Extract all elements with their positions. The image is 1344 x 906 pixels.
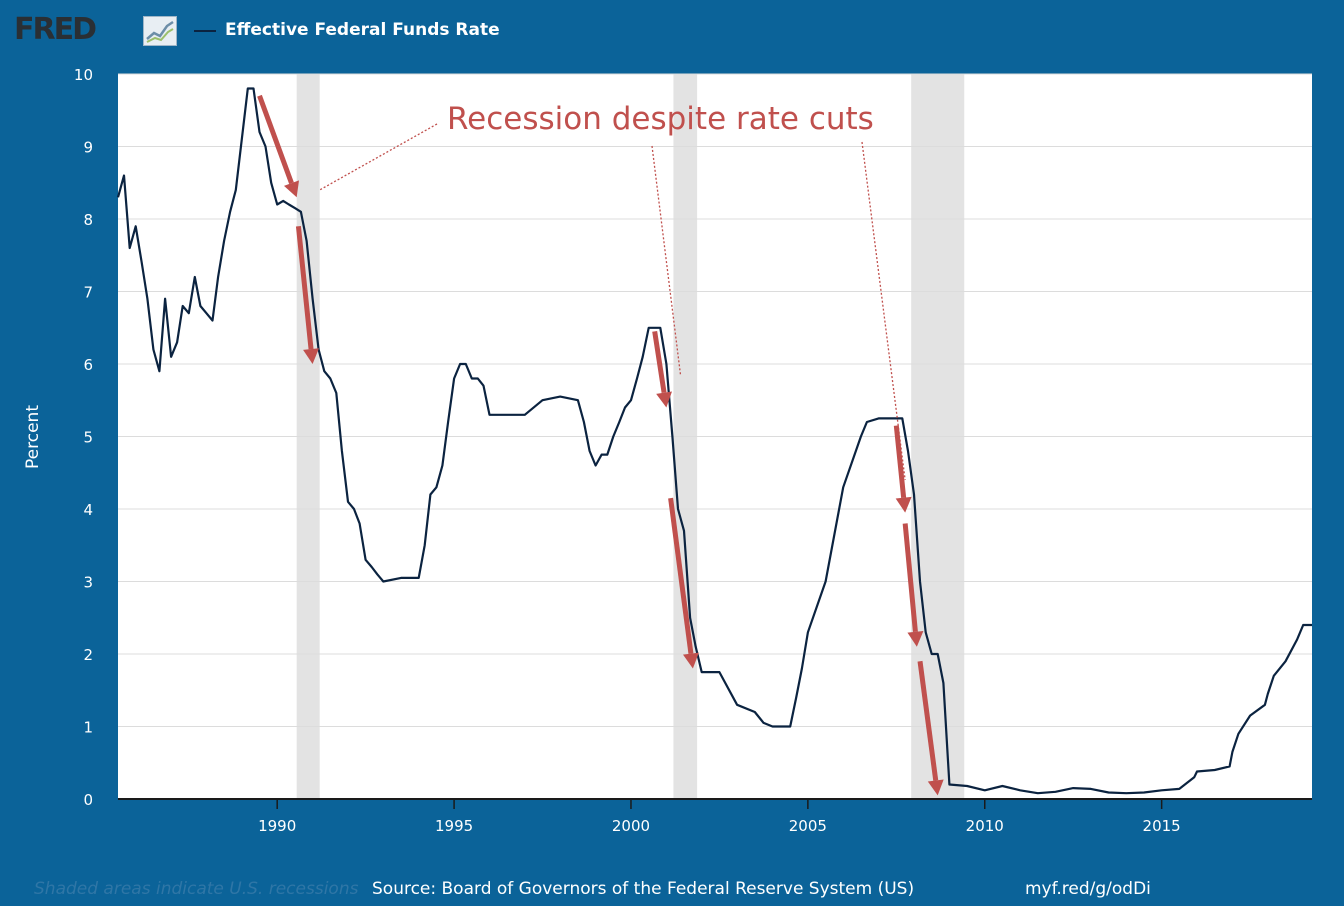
x-tick-label-2000: 2000 (612, 817, 650, 835)
legend-line-swatch (194, 30, 216, 32)
x-tick-label-1995: 1995 (435, 817, 473, 835)
annotation-arrow-0 (257, 94, 294, 185)
annotation-arrow-4 (893, 425, 907, 498)
annotation-arrowhead-6 (927, 779, 944, 796)
annotation-arrowhead-4 (895, 496, 912, 513)
annotations (257, 94, 944, 796)
y-tick-label-8: 8 (83, 211, 93, 229)
y-tick-label-2: 2 (83, 646, 93, 664)
annotation-arrow-1 (295, 225, 314, 350)
x-axis-ticks: 1990 1995 2000 2005 2010 2015 (258, 799, 1181, 835)
line-chart-icon (143, 16, 177, 46)
annotation-arrowhead-0 (283, 180, 300, 198)
annotation-arrowhead-3 (683, 652, 699, 669)
footer-recession-note: Shaded areas indicate U.S. recessions (34, 879, 359, 899)
annotation-arrowhead-5 (907, 631, 924, 647)
y-tick-label-10: 10 (74, 66, 93, 84)
y-tick-label-0: 0 (83, 791, 93, 809)
annotation-leader-line-2 (861, 141, 906, 481)
legend-series-label: Effective Federal Funds Rate (225, 20, 500, 40)
annotation-leader-line-1 (651, 145, 682, 375)
x-tick-label-2005: 2005 (789, 817, 827, 835)
y-tick-label-3: 3 (83, 574, 93, 592)
fred-logo[interactable]: FRED (14, 12, 97, 47)
annotation-arrow-2 (652, 330, 667, 394)
y-tick-label-5: 5 (83, 429, 93, 447)
annotation-arrow-6 (917, 660, 939, 781)
series-line-effective-federal-funds-rate (116, 87, 1312, 795)
annotation-arrowhead-2 (656, 391, 672, 408)
x-tick-label-1990: 1990 (258, 817, 296, 835)
x-tick-label-2015: 2015 (1143, 817, 1181, 835)
gridlines (118, 73, 1312, 727)
y-axis-label: Percent (23, 405, 43, 469)
x-tick-label-2010: 2010 (966, 817, 1004, 835)
y-tick-label-7: 7 (83, 284, 93, 302)
y-tick-label-6: 6 (83, 356, 93, 374)
chart-header: FRED Effective Federal Funds Rate (0, 0, 1344, 60)
annotation-recession-despite-rate-cuts: Recession despite rate cuts (447, 101, 874, 137)
annotation-arrowhead-1 (303, 348, 320, 364)
annotation-arrow-5 (902, 523, 918, 633)
y-tick-label-9: 9 (83, 139, 93, 157)
y-tick-label-4: 4 (83, 501, 93, 519)
y-axis-ticks: 0 1 2 3 4 5 6 7 8 9 10 (74, 66, 93, 809)
annotation-arrow-3 (668, 497, 694, 654)
annotation-leader-line-0 (319, 123, 438, 191)
footer-source: Source: Board of Governors of the Federa… (372, 877, 919, 901)
footer-short-url[interactable]: myf.red/g/odDi (1025, 879, 1151, 899)
y-tick-label-1: 1 (83, 719, 93, 737)
